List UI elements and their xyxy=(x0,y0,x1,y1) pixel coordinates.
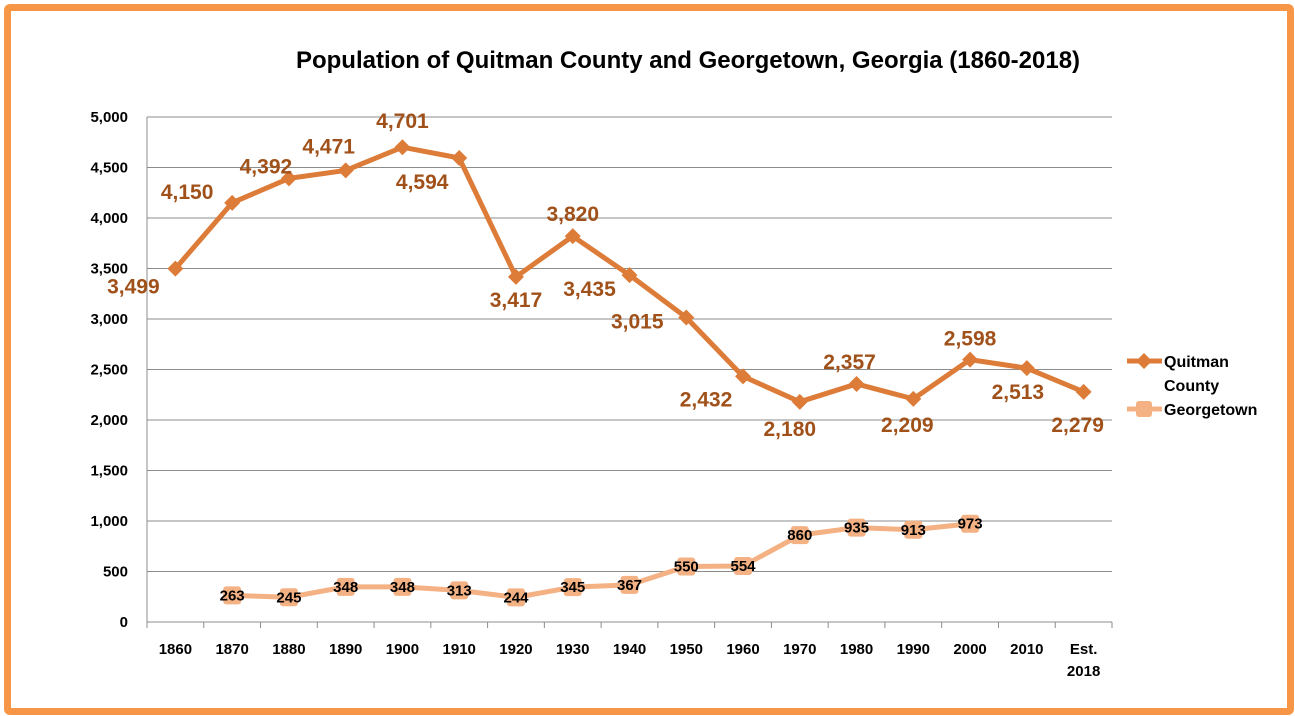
legend-marker-quitman xyxy=(1136,353,1152,369)
data-point xyxy=(678,309,695,326)
x-tick-label: 1960 xyxy=(726,641,759,658)
data-label: 4,701 xyxy=(376,110,429,133)
data-point xyxy=(336,577,355,596)
data-label: 935 xyxy=(844,520,869,537)
data-point xyxy=(507,268,524,285)
x-tick-label: 1910 xyxy=(443,641,476,658)
data-label: 2,432 xyxy=(680,388,733,411)
data-point xyxy=(790,526,809,545)
y-tick-label: 4,000 xyxy=(90,210,128,227)
y-tick-label: 4,500 xyxy=(90,160,128,177)
x-tick-label: 1900 xyxy=(386,641,419,658)
data-point xyxy=(393,577,412,596)
data-point xyxy=(904,520,923,539)
legend-marker-georgetown xyxy=(1136,401,1152,417)
y-tick-label: 0 xyxy=(120,614,128,631)
data-label: 348 xyxy=(333,579,358,596)
x-tick-label: 2010 xyxy=(1010,641,1043,658)
x-tick-label: Est. 2018 xyxy=(1067,641,1100,680)
data-label: 4,392 xyxy=(240,155,293,178)
data-label: 4,594 xyxy=(396,171,449,194)
x-tick-label: 1860 xyxy=(159,641,192,658)
legend-label-georgetown: Georgetown xyxy=(1164,402,1257,419)
data-point xyxy=(905,390,922,407)
data-point xyxy=(677,557,696,576)
data-point xyxy=(451,150,468,167)
data-point xyxy=(224,194,241,211)
data-label: 2,209 xyxy=(881,414,934,437)
series-line-georgetown xyxy=(232,521,971,600)
data-point xyxy=(279,588,298,607)
data-label: 244 xyxy=(503,589,529,606)
data-label: 4,471 xyxy=(302,135,355,158)
x-tick-label: 1940 xyxy=(613,641,646,658)
y-tick-label: 500 xyxy=(103,564,128,581)
data-point xyxy=(620,575,639,594)
x-tick-label: 1990 xyxy=(897,641,930,658)
data-label: 2,513 xyxy=(992,381,1045,404)
data-label: 4,150 xyxy=(161,181,214,204)
data-label: 3,015 xyxy=(611,310,664,333)
data-point xyxy=(791,393,808,410)
data-label: 3,499 xyxy=(107,276,160,299)
data-label: 554 xyxy=(731,558,757,575)
y-tick-label: 3,500 xyxy=(90,261,128,278)
x-tick-label: 1880 xyxy=(272,641,305,658)
data-point xyxy=(848,375,865,392)
data-label: 2,180 xyxy=(764,418,817,441)
legend-label-quitman: Quitman County xyxy=(1164,354,1229,395)
data-point xyxy=(337,162,354,179)
x-tick-label: 1890 xyxy=(329,641,362,658)
data-label: 550 xyxy=(674,558,699,575)
data-label: 973 xyxy=(958,516,983,533)
data-label: 913 xyxy=(901,522,926,539)
data-label: 313 xyxy=(447,582,472,599)
data-point xyxy=(961,514,980,533)
data-point xyxy=(1018,360,1035,377)
data-point xyxy=(506,588,525,607)
data-point xyxy=(621,267,638,284)
data-point xyxy=(223,586,242,605)
y-tick-label: 3,000 xyxy=(90,311,128,328)
y-tick-label: 5,000 xyxy=(90,109,128,126)
data-label: 263 xyxy=(220,587,245,604)
data-point xyxy=(450,581,469,600)
data-point xyxy=(167,260,184,277)
data-label: 367 xyxy=(617,577,642,594)
data-point xyxy=(847,518,866,537)
data-point xyxy=(735,368,752,385)
y-tick-label: 1,500 xyxy=(90,463,128,480)
chart-title: Population of Quitman County and Georget… xyxy=(296,47,1080,74)
x-tick-label: 1950 xyxy=(670,641,703,658)
data-point xyxy=(394,139,411,156)
y-tick-label: 2,000 xyxy=(90,412,128,429)
x-tick-label: 2000 xyxy=(953,641,986,658)
x-tick-label: 1930 xyxy=(556,641,589,658)
data-point xyxy=(1075,383,1092,400)
data-point xyxy=(962,351,979,368)
data-label: 860 xyxy=(787,527,812,544)
data-label: 2,357 xyxy=(823,351,876,374)
data-point xyxy=(734,557,753,576)
data-label: 3,417 xyxy=(490,289,543,312)
data-label: 3,820 xyxy=(546,203,599,226)
x-tick-label: 1970 xyxy=(783,641,816,658)
x-tick-label: 1920 xyxy=(499,641,532,658)
x-tick-label: 1870 xyxy=(215,641,248,658)
data-point xyxy=(564,228,581,245)
y-tick-label: 1,000 xyxy=(90,513,128,530)
data-point xyxy=(280,170,297,187)
x-tick-label: 1980 xyxy=(840,641,873,658)
data-label: 2,598 xyxy=(944,328,997,351)
data-label: 345 xyxy=(560,579,585,596)
y-tick-label: 2,500 xyxy=(90,362,128,379)
data-label: 245 xyxy=(276,589,301,606)
data-label: 3,435 xyxy=(563,278,616,301)
data-label: 2,279 xyxy=(1051,414,1104,437)
data-label: 348 xyxy=(390,579,415,596)
data-point xyxy=(563,578,582,597)
chart-frame xyxy=(4,4,1294,715)
